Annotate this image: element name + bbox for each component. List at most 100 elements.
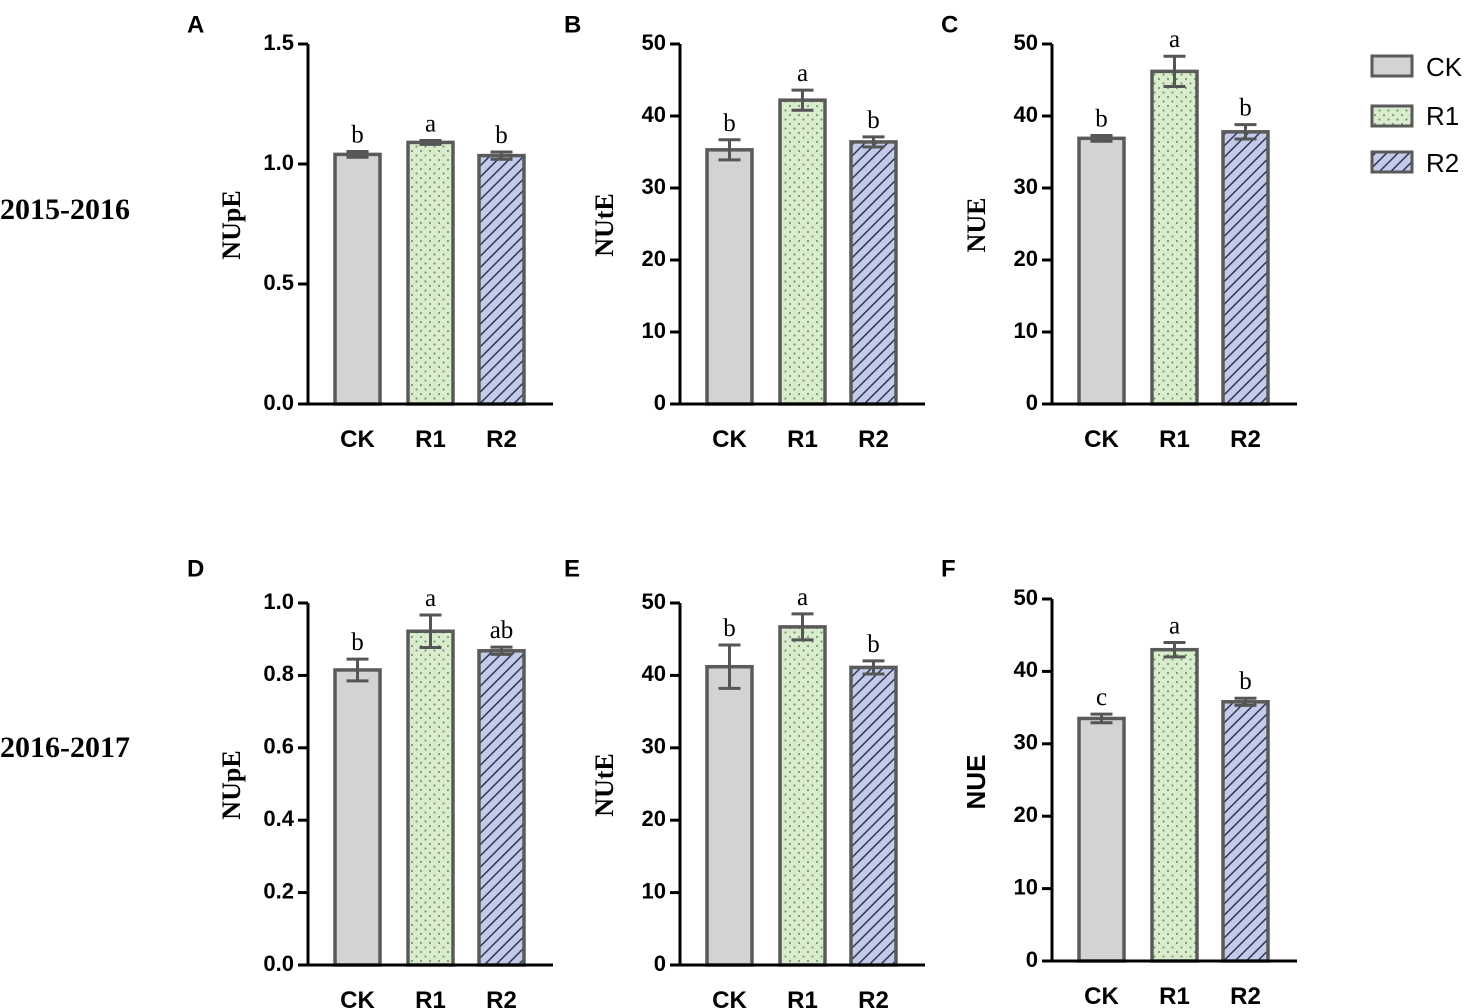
significance-letter: b xyxy=(1239,95,1252,122)
x-tick-label: R1 xyxy=(787,987,818,1008)
y-tick-label: 50 xyxy=(1014,585,1038,610)
panel-d: D NUpE b CK a R1 ab R2 0.0 0.2 0.4 0.6 0.8 1.0 xyxy=(187,555,553,1008)
error-bar-r2 xyxy=(490,645,513,656)
y-tick-label: 40 xyxy=(642,102,666,127)
x-tick-label: CK xyxy=(1084,426,1119,453)
y-tick-label: 30 xyxy=(1014,174,1038,199)
bar-ck xyxy=(705,664,754,967)
significance-letter: a xyxy=(797,60,808,87)
error-bar-r1 xyxy=(791,612,814,642)
x-tick-label: R2 xyxy=(1230,426,1261,453)
y-tick-label: 50 xyxy=(642,589,666,614)
y-tick-label: 1.5 xyxy=(263,30,294,55)
panel-e: E NUtE b CK a R1 b R2 0 10 20 30 40 50 xyxy=(564,555,925,1008)
x-tick-label: CK xyxy=(712,426,747,453)
error-bar-ck xyxy=(1090,133,1113,143)
bar-r1 xyxy=(778,625,827,967)
error-bar-r1 xyxy=(1163,54,1186,88)
x-tick-label: CK xyxy=(1084,983,1119,1008)
error-bar-r2 xyxy=(862,135,885,149)
error-bar-ck xyxy=(1090,712,1113,725)
bar-r2 xyxy=(1221,130,1270,406)
y-axis-label: NUpE xyxy=(217,190,246,259)
x-tick-label: R1 xyxy=(787,426,818,453)
y-tick-label: 40 xyxy=(1014,102,1038,127)
panel-letter: E xyxy=(564,555,580,582)
significance-letter: b xyxy=(867,631,880,658)
y-tick-label: 20 xyxy=(642,246,666,271)
legend: CK R1 R2 xyxy=(1370,52,1463,178)
bar-r2 xyxy=(849,140,898,406)
bar-r1 xyxy=(406,629,455,967)
significance-letter: b xyxy=(867,107,880,134)
y-tick-label: 0.6 xyxy=(263,734,294,759)
bar-ck xyxy=(333,152,382,406)
bar-ck xyxy=(1077,716,1126,963)
panel-f: F NUE c CK a R1 b R2 0 10 20 30 40 50 xyxy=(941,555,1297,1008)
y-tick-label: 0.2 xyxy=(263,878,294,903)
significance-letter: a xyxy=(1169,612,1180,639)
bar-ck xyxy=(333,668,382,967)
y-tick-label: 30 xyxy=(642,734,666,759)
panel-letter: F xyxy=(941,555,956,582)
significance-letter: c xyxy=(1096,684,1107,711)
y-tick-label: 0.0 xyxy=(263,390,294,415)
x-tick-label: R2 xyxy=(858,987,889,1008)
bar-r1 xyxy=(406,140,455,406)
x-tick-label: R1 xyxy=(415,426,446,453)
y-tick-label: 30 xyxy=(1014,730,1038,755)
legend-swatch-r1 xyxy=(1370,104,1414,128)
x-tick-label: R2 xyxy=(486,426,517,453)
x-tick-label: R2 xyxy=(1230,983,1261,1008)
x-tick-label: R2 xyxy=(858,426,889,453)
y-tick-label: 0 xyxy=(654,951,666,976)
bar-r2 xyxy=(1221,700,1270,963)
y-tick-label: 0.4 xyxy=(263,806,294,831)
y-tick-label: 10 xyxy=(1014,874,1038,899)
x-tick-label: R2 xyxy=(486,987,517,1008)
x-tick-label: R1 xyxy=(1159,983,1190,1008)
bar-ck xyxy=(705,148,754,406)
y-axis-label: NUtE xyxy=(590,193,619,257)
panel-b: B NUtE b CK a R1 b R2 0 10 20 30 40 50 xyxy=(564,11,925,453)
y-tick-label: 0 xyxy=(1026,947,1038,972)
bar-ck xyxy=(1077,136,1126,406)
y-tick-label: 10 xyxy=(642,318,666,343)
y-tick-label: 0.0 xyxy=(263,951,294,976)
bar-r1 xyxy=(778,98,827,406)
y-tick-label: 30 xyxy=(642,174,666,199)
legend-swatch-r2 xyxy=(1370,150,1414,174)
y-tick-label: 10 xyxy=(1014,318,1038,343)
significance-letter: a xyxy=(1169,26,1180,53)
y-tick-label: 20 xyxy=(642,806,666,831)
y-tick-label: 20 xyxy=(1014,246,1038,271)
error-bar-r1 xyxy=(419,138,442,146)
error-bar-ck xyxy=(346,150,369,159)
panel-letter: C xyxy=(941,11,958,38)
x-tick-label: CK xyxy=(340,987,375,1008)
error-bar-ck xyxy=(346,657,369,683)
bar-r1 xyxy=(1150,647,1199,963)
bar-r2 xyxy=(849,665,898,967)
legend-label-r2: R2 xyxy=(1426,148,1459,178)
y-tick-label: 1.0 xyxy=(263,150,294,175)
y-axis-label: NUE xyxy=(962,198,991,253)
significance-letter: b xyxy=(1095,105,1108,132)
panels: A NUpE b CK a R1 b R2 0.0 0.5 1.0 1.5 B NUtE b CK a R1 b R2… xyxy=(187,11,1297,1008)
row-label-2016-2017: 2016-2017 xyxy=(0,731,130,764)
y-tick-label: 20 xyxy=(1014,802,1038,827)
error-bar-r1 xyxy=(1163,640,1186,659)
y-tick-label: 50 xyxy=(642,30,666,55)
x-tick-label: CK xyxy=(712,987,747,1008)
error-bar-r2 xyxy=(490,150,513,161)
error-bar-r2 xyxy=(1234,123,1257,141)
panel-letter: D xyxy=(187,555,204,582)
x-tick-label: R1 xyxy=(1159,426,1190,453)
y-axis-label: NUpE xyxy=(217,750,246,819)
significance-letter: a xyxy=(425,110,436,137)
panel-c: C NUE b CK a R1 b R2 0 10 20 30 40 50 xyxy=(941,11,1297,453)
panel-letter: A xyxy=(187,11,204,38)
y-tick-label: 0 xyxy=(1026,390,1038,415)
panel-letter: B xyxy=(564,11,581,38)
significance-letter: b xyxy=(351,122,364,149)
